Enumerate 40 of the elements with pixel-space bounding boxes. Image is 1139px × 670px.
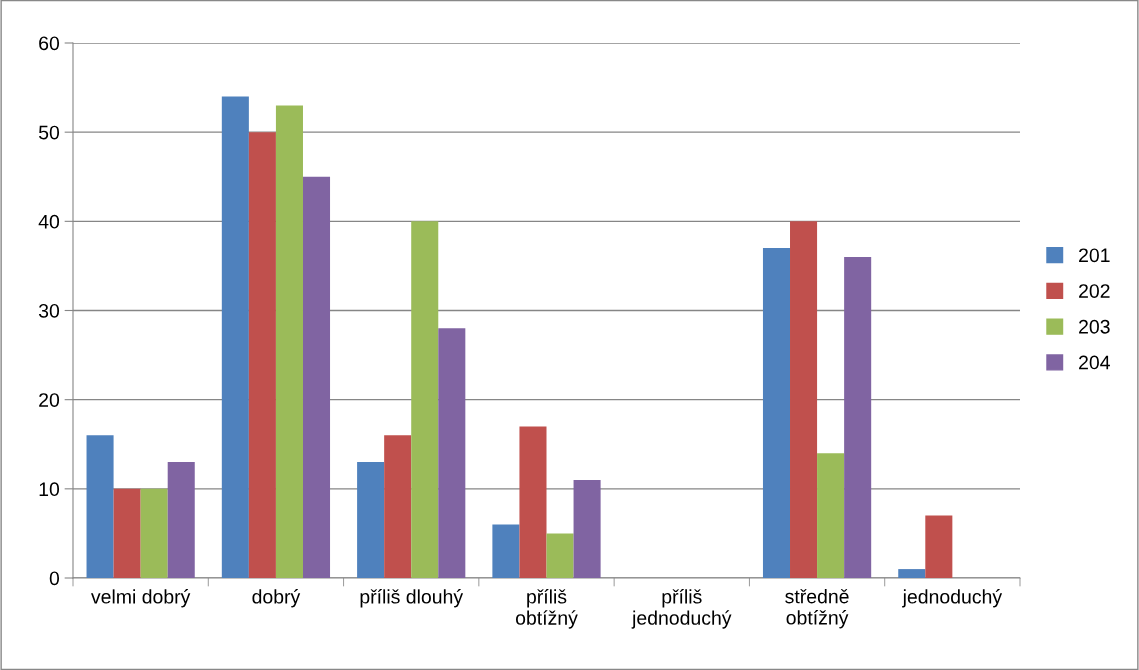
bar: [898, 569, 926, 578]
bar: [302, 176, 331, 578]
bar: [384, 435, 412, 578]
bar: [113, 488, 141, 578]
x-tick-label: jednoduchý: [902, 589, 1003, 608]
bar: [221, 96, 249, 578]
x-tick-label: příliš dlouhý: [360, 589, 464, 608]
legend-label: 202: [1079, 284, 1110, 298]
y-tick-label: 0: [49, 571, 60, 586]
x-tick-label: příliš obtížný: [515, 589, 578, 629]
legend-label: 204: [1079, 355, 1110, 370]
y-tick-label: 40: [38, 214, 60, 229]
bar: [925, 515, 953, 578]
bar: [167, 462, 195, 578]
y-tick-label: 50: [38, 125, 60, 140]
y-tick-label: 60: [39, 36, 60, 51]
y-tick-label: 30: [38, 303, 60, 318]
bar: [790, 221, 818, 578]
bar: [519, 426, 547, 578]
x-tick-label: příliš jednoduchý: [631, 589, 732, 629]
bar: [844, 257, 872, 578]
bar: [573, 479, 601, 578]
x-tick-label: dobrý: [252, 589, 301, 608]
x-tick-label: velmi dobrý: [91, 589, 191, 608]
bar: [762, 248, 791, 578]
legend-label: 203: [1079, 319, 1110, 334]
x-tick-label: středně obtížný: [785, 589, 849, 629]
bar: [275, 105, 303, 578]
legend-label: 201: [1079, 248, 1110, 263]
bar: [86, 435, 114, 578]
bar: [817, 453, 845, 578]
bar: [546, 533, 574, 578]
bar: [140, 488, 168, 578]
bar: [411, 221, 439, 578]
y-tick-label: 20: [39, 393, 60, 407]
bar: [248, 132, 276, 578]
bar: [438, 328, 466, 578]
bar: [492, 524, 520, 578]
bar: [357, 462, 385, 578]
y-tick-label: 10: [39, 482, 60, 497]
